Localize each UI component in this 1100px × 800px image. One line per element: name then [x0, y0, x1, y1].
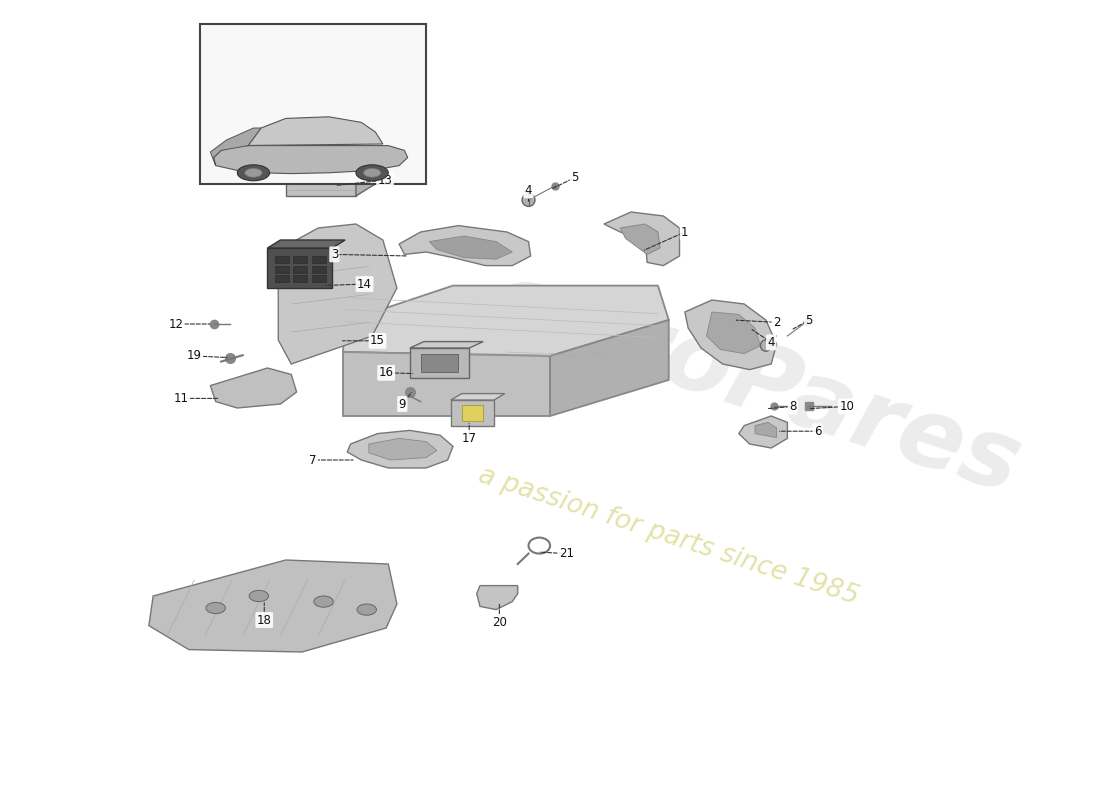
Ellipse shape [356, 165, 388, 181]
Ellipse shape [250, 590, 268, 602]
Polygon shape [267, 240, 345, 248]
Polygon shape [148, 560, 397, 652]
Polygon shape [368, 438, 437, 460]
Polygon shape [420, 354, 459, 372]
Text: 4: 4 [768, 336, 774, 349]
Polygon shape [399, 226, 530, 266]
Polygon shape [278, 224, 397, 364]
Text: 7: 7 [309, 454, 317, 466]
Ellipse shape [245, 168, 262, 177]
Polygon shape [429, 236, 513, 259]
Text: 21: 21 [559, 547, 574, 560]
Polygon shape [267, 248, 332, 288]
Polygon shape [620, 224, 660, 254]
Ellipse shape [314, 596, 333, 607]
Text: 5: 5 [805, 314, 813, 326]
Polygon shape [286, 144, 375, 156]
Polygon shape [238, 117, 383, 146]
Polygon shape [343, 352, 550, 416]
Polygon shape [286, 156, 356, 196]
Text: 6: 6 [814, 425, 822, 438]
Polygon shape [210, 368, 297, 408]
Text: 12: 12 [168, 318, 184, 330]
Text: 1: 1 [681, 226, 689, 238]
Bar [311, 256, 326, 263]
Text: 9: 9 [398, 398, 406, 410]
Text: 16: 16 [378, 366, 394, 379]
Bar [275, 275, 289, 282]
Text: 18: 18 [256, 614, 272, 626]
Polygon shape [356, 144, 375, 196]
Polygon shape [343, 286, 669, 356]
Ellipse shape [358, 604, 376, 615]
Ellipse shape [760, 340, 771, 351]
Polygon shape [476, 586, 518, 610]
Text: 4: 4 [525, 184, 532, 197]
Text: 3: 3 [331, 248, 338, 261]
Text: 15: 15 [370, 334, 385, 347]
Bar [311, 266, 326, 273]
Polygon shape [410, 348, 470, 378]
Text: a passion for parts since 1985: a passion for parts since 1985 [475, 462, 862, 610]
Bar [275, 266, 289, 273]
Ellipse shape [206, 602, 225, 614]
Text: 17: 17 [462, 432, 476, 445]
Text: 14: 14 [358, 278, 372, 290]
Text: 11: 11 [174, 392, 189, 405]
Text: 20: 20 [492, 616, 507, 629]
Polygon shape [739, 416, 788, 448]
Bar [199, 24, 426, 184]
Polygon shape [755, 422, 777, 438]
Bar [311, 275, 326, 282]
Polygon shape [348, 430, 453, 468]
Text: 2: 2 [773, 316, 780, 329]
Bar [294, 256, 307, 263]
Polygon shape [451, 394, 505, 400]
Ellipse shape [522, 194, 535, 206]
Text: euroPares: euroPares [477, 254, 1032, 514]
Polygon shape [706, 312, 760, 354]
Polygon shape [213, 146, 408, 174]
Text: 13: 13 [377, 174, 393, 186]
Bar [294, 275, 307, 282]
Polygon shape [550, 320, 669, 416]
Polygon shape [462, 405, 483, 421]
Bar [275, 256, 289, 263]
Polygon shape [410, 342, 483, 348]
Polygon shape [685, 300, 777, 370]
Text: 5: 5 [571, 171, 579, 184]
Text: 19: 19 [187, 350, 201, 362]
Ellipse shape [363, 168, 381, 177]
Text: 10: 10 [839, 400, 854, 413]
Polygon shape [604, 212, 680, 266]
Polygon shape [451, 400, 494, 426]
Ellipse shape [238, 165, 270, 181]
Polygon shape [210, 128, 261, 166]
Bar [294, 266, 307, 273]
Text: 8: 8 [789, 400, 796, 413]
